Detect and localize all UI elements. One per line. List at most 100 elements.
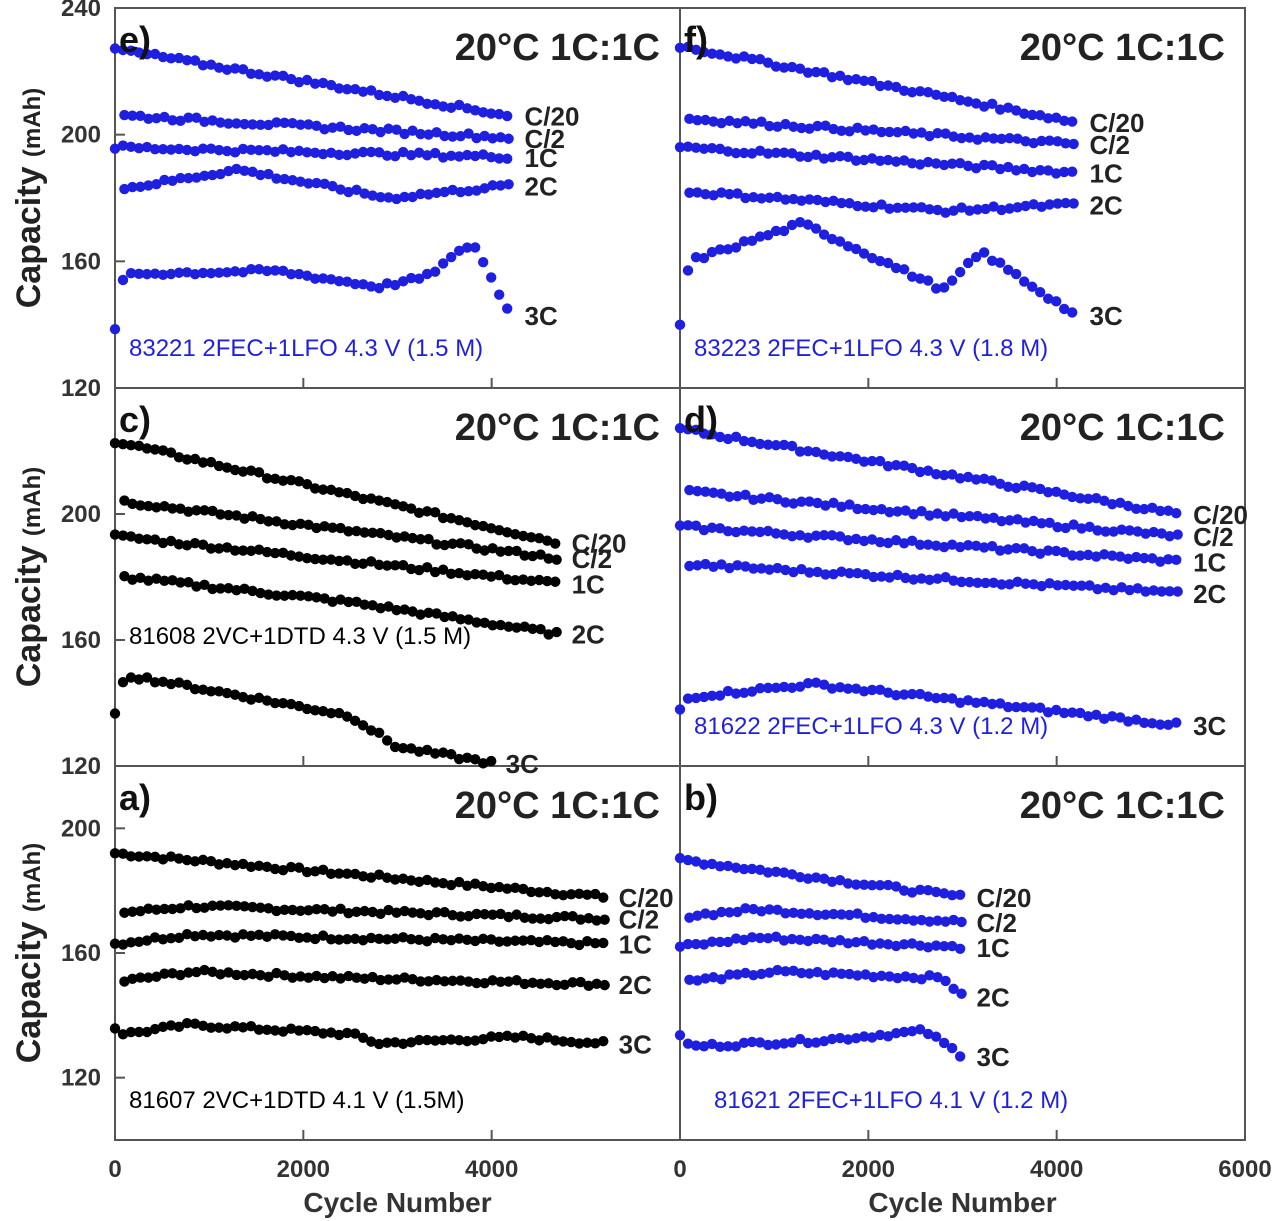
data-point (463, 128, 474, 139)
data-point (698, 524, 710, 536)
data-point (173, 143, 185, 155)
data-point (295, 971, 306, 982)
data-point (151, 904, 162, 915)
data-point (954, 697, 966, 708)
data-point (844, 909, 855, 921)
data-point (253, 544, 265, 555)
condition-label: 20°C 1C:1C (1020, 407, 1225, 449)
data-point (1010, 268, 1022, 280)
data-point (453, 1034, 465, 1046)
data-point (954, 94, 966, 106)
data-point (764, 120, 775, 132)
data-point (1012, 133, 1023, 144)
data-point (311, 177, 322, 189)
data-point (1002, 102, 1014, 113)
data-point (511, 975, 522, 986)
data-point (860, 569, 871, 580)
data-point (740, 967, 751, 979)
data-point (205, 268, 217, 279)
data-point (706, 858, 718, 870)
data-point (1156, 586, 1167, 597)
data-point (223, 509, 234, 521)
data-point (882, 461, 894, 472)
data-point (461, 934, 473, 945)
series-1C (674, 931, 966, 954)
data-point (237, 64, 249, 75)
series-1C (674, 520, 1182, 567)
data-point (231, 118, 242, 129)
data-point (510, 935, 521, 946)
data-point (247, 511, 258, 522)
data-point (301, 932, 313, 943)
data-point (526, 532, 537, 543)
data-point (431, 974, 442, 986)
data-point (333, 555, 345, 567)
data-point (477, 933, 489, 945)
data-point (495, 619, 506, 631)
data-point (786, 531, 798, 542)
data-point (341, 487, 353, 499)
data-point (890, 460, 902, 471)
data-point (229, 545, 241, 556)
data-point (469, 568, 481, 580)
data-point (754, 683, 766, 694)
data-point (748, 903, 759, 915)
data-point (293, 1025, 305, 1036)
data-point (125, 851, 137, 862)
data-point (850, 155, 862, 166)
data-point (511, 909, 522, 920)
data-point (826, 451, 838, 462)
data-point (858, 456, 870, 467)
data-point (357, 279, 369, 290)
data-point (127, 574, 138, 585)
data-point (343, 186, 354, 198)
data-point (1028, 199, 1039, 210)
data-point (127, 498, 138, 510)
data-point (327, 596, 338, 608)
data-point (117, 939, 129, 950)
data-point (900, 572, 911, 584)
data-point (890, 690, 902, 701)
data-point (740, 561, 751, 572)
data-point (956, 511, 967, 523)
data-point (1034, 110, 1046, 121)
data-point (1163, 554, 1174, 565)
data-point (405, 1037, 417, 1048)
data-point (143, 113, 154, 124)
data-point (319, 593, 330, 604)
data-point (445, 568, 457, 580)
data-point (730, 862, 742, 873)
data-point (399, 905, 410, 917)
data-point (510, 574, 521, 586)
data-point (317, 930, 329, 941)
data-point (293, 476, 305, 487)
data-point (327, 122, 338, 133)
data-point (738, 1037, 750, 1049)
data-point (487, 975, 498, 986)
data-point (1067, 307, 1078, 318)
data-point (922, 275, 934, 286)
data-point (1148, 526, 1159, 538)
data-point (922, 884, 934, 896)
data-point (1044, 199, 1055, 210)
data-point (1028, 137, 1039, 149)
data-point (1147, 718, 1158, 729)
data-point (213, 144, 225, 156)
data-point (772, 964, 783, 976)
data-point (367, 971, 378, 983)
data-point (1050, 112, 1062, 123)
data-point (373, 147, 385, 158)
data-point (389, 92, 401, 104)
data-point (253, 1024, 265, 1035)
data-point (986, 541, 998, 552)
data-point (802, 445, 814, 457)
data-point (844, 968, 855, 980)
data-point (437, 512, 449, 524)
data-point (383, 601, 394, 612)
data-point (874, 155, 886, 167)
data-point (399, 128, 410, 140)
data-point (479, 909, 490, 920)
data-point (485, 523, 497, 534)
data-point (700, 908, 711, 919)
data-point (159, 111, 170, 123)
